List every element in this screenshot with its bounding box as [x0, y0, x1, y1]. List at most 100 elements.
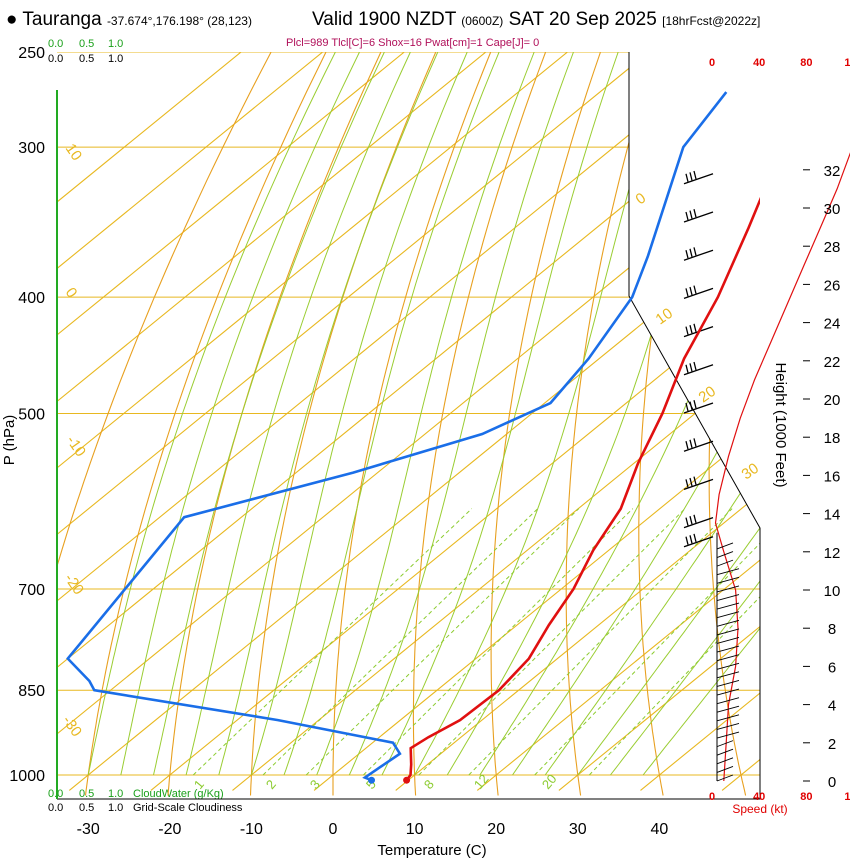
dry-adiabat-line [332, 52, 492, 796]
wind-barb [683, 400, 714, 414]
moist-adiabat-line [283, 52, 500, 776]
wind-barb-flag [685, 326, 689, 335]
wind-barb-shaft [683, 287, 714, 300]
wind-barb-flag [693, 400, 697, 409]
cloudiness-label: Grid-Scale Cloudiness [133, 802, 243, 814]
mixing-ratio-line [418, 508, 686, 776]
cloudwater-tick-top-2: 1.0 [108, 38, 124, 50]
moist-adiabat-line [544, 462, 760, 776]
wind-barb-flag [685, 288, 689, 297]
wind-barb-low [716, 748, 734, 756]
wind-barb-low [716, 740, 734, 748]
x-tick-label: 30 [569, 821, 587, 838]
valid-time-utc: (0600Z) [461, 14, 504, 28]
wind-barb-flag [685, 536, 689, 545]
wind-barb-flag [693, 209, 697, 218]
wind-barb-flag [689, 535, 693, 544]
height-tick-label: 6 [828, 659, 836, 676]
cloudiness-tick-bottom-0: 0.0 [48, 802, 64, 814]
height-tick-label: 10 [824, 583, 841, 600]
wind-barb-flag [689, 363, 693, 372]
wind-barb-low [716, 602, 740, 610]
moist-adiabat-line [348, 52, 575, 776]
y-tick-label: 500 [18, 407, 45, 424]
isotherm-line [57, 52, 650, 536]
wind-barb-low [716, 637, 740, 644]
mixing-ratio-label: 1 [191, 777, 207, 792]
wind-barb-shaft [683, 402, 714, 414]
y-tick-label: 850 [18, 683, 45, 700]
wind-barb-flag [693, 476, 697, 485]
height-tick-label: 14 [824, 507, 841, 524]
wind-barb-flag [685, 211, 689, 221]
wind-barb-low [716, 628, 740, 636]
wind-barb-flag [685, 479, 689, 488]
speed-tick-top: 40 [753, 57, 765, 69]
isotherm-line [57, 52, 406, 336]
isotherm-label: 30 [739, 460, 762, 483]
wind-barb-flag [689, 286, 693, 296]
x-tick-label: -10 [240, 821, 263, 838]
isotherm-line [57, 52, 569, 469]
wind-barb [683, 247, 714, 261]
station-name: Tauranga [22, 9, 102, 30]
moist-adiabat-line [414, 52, 671, 776]
height-tick-label: 4 [828, 698, 836, 715]
isotherm-label: 10 [62, 141, 85, 164]
isotherm-line [558, 625, 760, 791]
dry-adiabat-line [167, 52, 382, 796]
wind-barb-low [716, 774, 734, 782]
isotherm-label: 0 [62, 285, 81, 302]
wind-barb-shaft [683, 249, 714, 261]
speed-tick-top: 0 [709, 57, 715, 69]
x-tick-label: -30 [77, 821, 100, 838]
isotherm-line [395, 492, 760, 791]
sounding-parameters: Plcl=989 Tlcl[C]=6 Shox=16 Pwat[cm]=1 Ca… [286, 37, 540, 49]
wind-barb-flag [689, 401, 693, 410]
wind-barb-flag [685, 173, 689, 182]
wind-barb-low [716, 645, 740, 653]
moist-adiabat-line [610, 580, 760, 776]
wind-barb-flag [693, 514, 697, 523]
moist-adiabat-line [316, 52, 535, 776]
wind-barb-shaft [683, 440, 714, 452]
mixing-ratio-line [305, 508, 580, 776]
wind-barb-shaft [683, 364, 714, 376]
dry-adiabat-line [57, 52, 272, 569]
wind-barb-flag [685, 402, 689, 412]
wind-barb-low [716, 594, 740, 601]
valid-date: SAT 20 Sep 2025 [508, 9, 657, 30]
wind-barb-low [716, 542, 734, 550]
height-tick-label: 28 [824, 239, 841, 256]
isotherm-line [313, 426, 760, 791]
moist-adiabat-line [218, 52, 439, 776]
wind-barb-flag [693, 247, 697, 256]
wind-barb-flag [689, 248, 693, 257]
speed-tick-top: 80 [800, 57, 812, 69]
station-coords: -37.674°,176.198° (28,123) [106, 14, 252, 28]
wind-barb-low [716, 757, 734, 765]
mixing-ratio-label: 3 [307, 777, 323, 792]
wind-barb-low [716, 611, 740, 619]
wind-barb [683, 209, 714, 223]
height-tick-label: 18 [824, 430, 841, 447]
wind-barb-flag [685, 517, 689, 526]
isotherm-line [57, 160, 760, 735]
wind-barb-shaft [683, 536, 714, 548]
speed-tick-bottom: 120 [844, 791, 850, 803]
wind-barb [683, 438, 714, 452]
wind-barb-low [716, 671, 740, 679]
wind-barb-flag [685, 364, 689, 373]
wind-barb [683, 285, 714, 300]
moist-adiabat-line [512, 370, 760, 776]
x-tick-label: 10 [406, 821, 424, 838]
wind-barb-shaft [683, 211, 714, 223]
isotherm-label: 20 [696, 383, 719, 406]
y-tick-label: 300 [18, 140, 45, 157]
wind-barb-low [716, 680, 740, 687]
wind-barb-shaft [683, 173, 714, 185]
mixing-ratio-label: 2 [263, 777, 279, 792]
mixing-ratio-line [363, 508, 634, 776]
height-tick-label: 20 [824, 392, 841, 409]
